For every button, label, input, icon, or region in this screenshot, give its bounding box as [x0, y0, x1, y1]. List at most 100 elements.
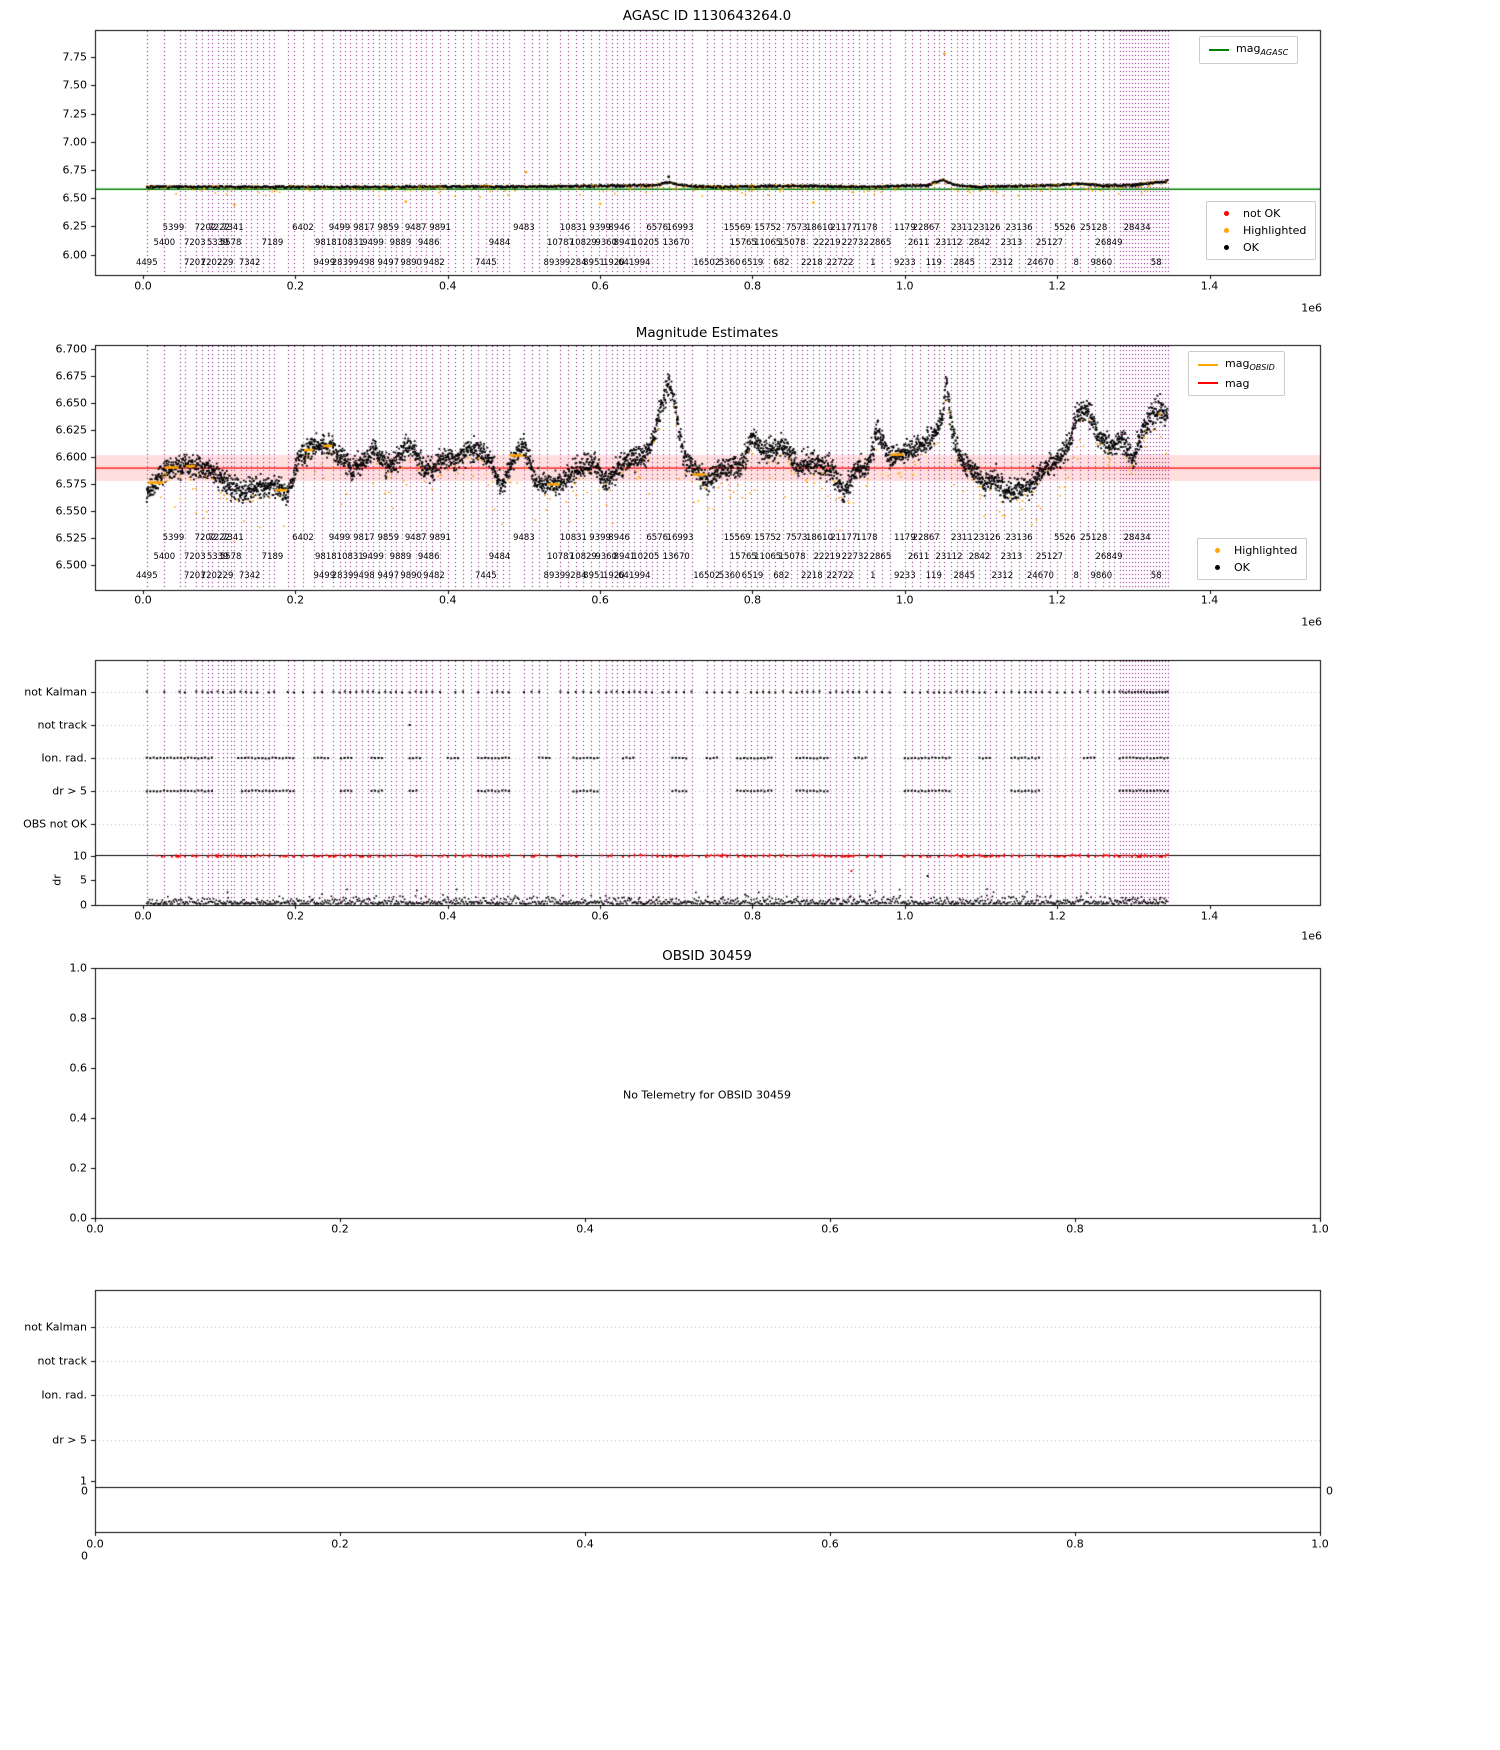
- dr-tick-label: 5: [80, 873, 87, 887]
- obsid-label: 9360: [595, 238, 617, 248]
- obsid-label: 1178: [855, 533, 878, 543]
- y-tick-label: 6.500: [55, 558, 88, 572]
- obsid-label: 119: [925, 258, 942, 268]
- legend-dot-marker: [1224, 245, 1229, 251]
- x-tick-label: 1.0: [896, 593, 914, 607]
- obsid-label: 641994: [618, 571, 651, 581]
- obsid-label: 7222: [208, 533, 230, 543]
- legend-label: not OK: [1243, 207, 1281, 220]
- flag-category-label: Ion. rad.: [41, 751, 87, 765]
- obsid-label: 9499: [328, 533, 351, 543]
- x-tick-label: 0.2: [286, 909, 305, 923]
- x-tick-label: 1.0: [1311, 1537, 1329, 1551]
- y-tick-label: 7.00: [62, 135, 88, 149]
- obsid-label: 2842: [968, 552, 991, 562]
- flag-category-label: dr > 5: [52, 1433, 87, 1447]
- obsid-label: 6576: [646, 533, 669, 543]
- obsid-label: 9233: [893, 571, 916, 581]
- obsid-label: 1179: [893, 533, 916, 543]
- obsid-label: 9399: [589, 223, 611, 233]
- obsid-label: 23136: [1005, 223, 1033, 233]
- x-tick-label: 0.2: [286, 279, 305, 293]
- legend-entry: Highlighted: [1207, 542, 1297, 559]
- x-tick-label: 0.6: [591, 909, 609, 923]
- flag-category-label: not Kalman: [24, 1320, 87, 1334]
- y-tick-label: 6.550: [55, 504, 88, 518]
- obsid-label: 5400: [153, 552, 176, 562]
- obsid-label: 2845: [953, 571, 976, 581]
- obsid-label: 2611: [907, 552, 930, 562]
- obsid-label: 1: [870, 258, 876, 268]
- obsid-label: 7202: [194, 223, 217, 233]
- obsid-label: 24670: [1026, 571, 1054, 581]
- obsid-label: 7573: [785, 223, 808, 233]
- legend-label: magAGASC: [1236, 42, 1289, 58]
- obsid-label: 26849: [1095, 552, 1123, 562]
- obsid-label: 13670: [662, 552, 690, 562]
- obsid-label: 2311: [951, 223, 973, 233]
- x-tick-label: 0.4: [438, 279, 457, 293]
- x-tick-label: 0.2: [331, 1537, 349, 1551]
- x-tick-label: 0.8: [743, 279, 762, 293]
- obsid-label: 21177: [830, 533, 858, 543]
- obsid-label: 25127: [1036, 238, 1064, 248]
- obsid-label: 25127: [1036, 552, 1064, 562]
- obsid-label: 11065: [754, 238, 782, 248]
- obsid-label: 10787: [546, 552, 574, 562]
- obsid-label: 9499: [362, 552, 384, 562]
- obsid-label: 8: [1073, 258, 1079, 268]
- obsid-label: 1920: [602, 258, 625, 268]
- x-tick-label: 0.2: [331, 1222, 349, 1236]
- obsid-label: 8: [1073, 571, 1079, 581]
- x-tick-label: 0.8: [743, 909, 762, 923]
- obsid-label: 9498: [353, 571, 375, 581]
- obsid-label: 2313: [1000, 552, 1023, 562]
- obsid-label: 9233: [893, 258, 916, 268]
- obsid-label: 7342: [238, 258, 261, 268]
- obsid-label: 2839: [331, 258, 354, 268]
- obsid-label: 2311: [951, 533, 973, 543]
- flag-category-label: not Kalman: [24, 685, 87, 699]
- obsid-label: 5400: [153, 238, 176, 248]
- flag-category-label: Ion. rad.: [41, 1388, 87, 1402]
- obsid-label: 9284: [564, 258, 587, 268]
- y-tick-label: 6.675: [55, 369, 88, 383]
- obsid-label: 18610: [805, 223, 834, 233]
- obsid-label: 2312: [991, 258, 1014, 268]
- x-tick-label: 1.4: [1200, 909, 1219, 923]
- obsid-label: 23136: [1005, 533, 1033, 543]
- plot1-status-legend: not OK Highlighted OK: [1206, 201, 1317, 261]
- obsid-label: 26849: [1095, 238, 1123, 248]
- legend-dot-marker: [1215, 548, 1220, 554]
- obsid-label: 2312: [991, 571, 1014, 581]
- obsid-label: 15569: [723, 223, 751, 233]
- x-tick-label: 0.4: [438, 593, 457, 607]
- obsid-label: 9486: [417, 552, 440, 562]
- obsid-label: 1179: [893, 223, 916, 233]
- x-tick-label: 0.0: [86, 1537, 104, 1551]
- obsid-label: 24670: [1026, 258, 1054, 268]
- obsid-label: 9889: [389, 552, 412, 562]
- obsid-label: 5578: [219, 238, 242, 248]
- obsid-label: 8951: [583, 258, 605, 268]
- x-tick-label: 1.0: [1311, 1222, 1329, 1236]
- obsid-label: 2611: [907, 238, 930, 248]
- y-tick-label: 0.0: [69, 1211, 88, 1225]
- obsid-label: 22732: [841, 238, 869, 248]
- obsid-label: 9499: [313, 258, 336, 268]
- x-tick-label: 1.2: [1048, 279, 1066, 293]
- legend-line-marker: [1198, 382, 1218, 385]
- obsid-label: 15752: [754, 223, 782, 233]
- obsid-label: 1: [870, 571, 876, 581]
- obsid-label: 7202: [200, 258, 223, 268]
- obsid-label: 10831: [336, 238, 364, 248]
- legend-label: Highlighted: [1234, 544, 1298, 557]
- obsid-label: 9859: [377, 533, 400, 543]
- obsid-label: 10829: [569, 552, 597, 562]
- obsid-label: 7222: [208, 223, 230, 233]
- obsid-label: 8951: [583, 571, 605, 581]
- obsid-label: 22219: [813, 238, 841, 248]
- obsid-label: 28434: [1123, 223, 1151, 233]
- obsid-label: 15752: [754, 533, 782, 543]
- obsid-label: 5399: [162, 223, 185, 233]
